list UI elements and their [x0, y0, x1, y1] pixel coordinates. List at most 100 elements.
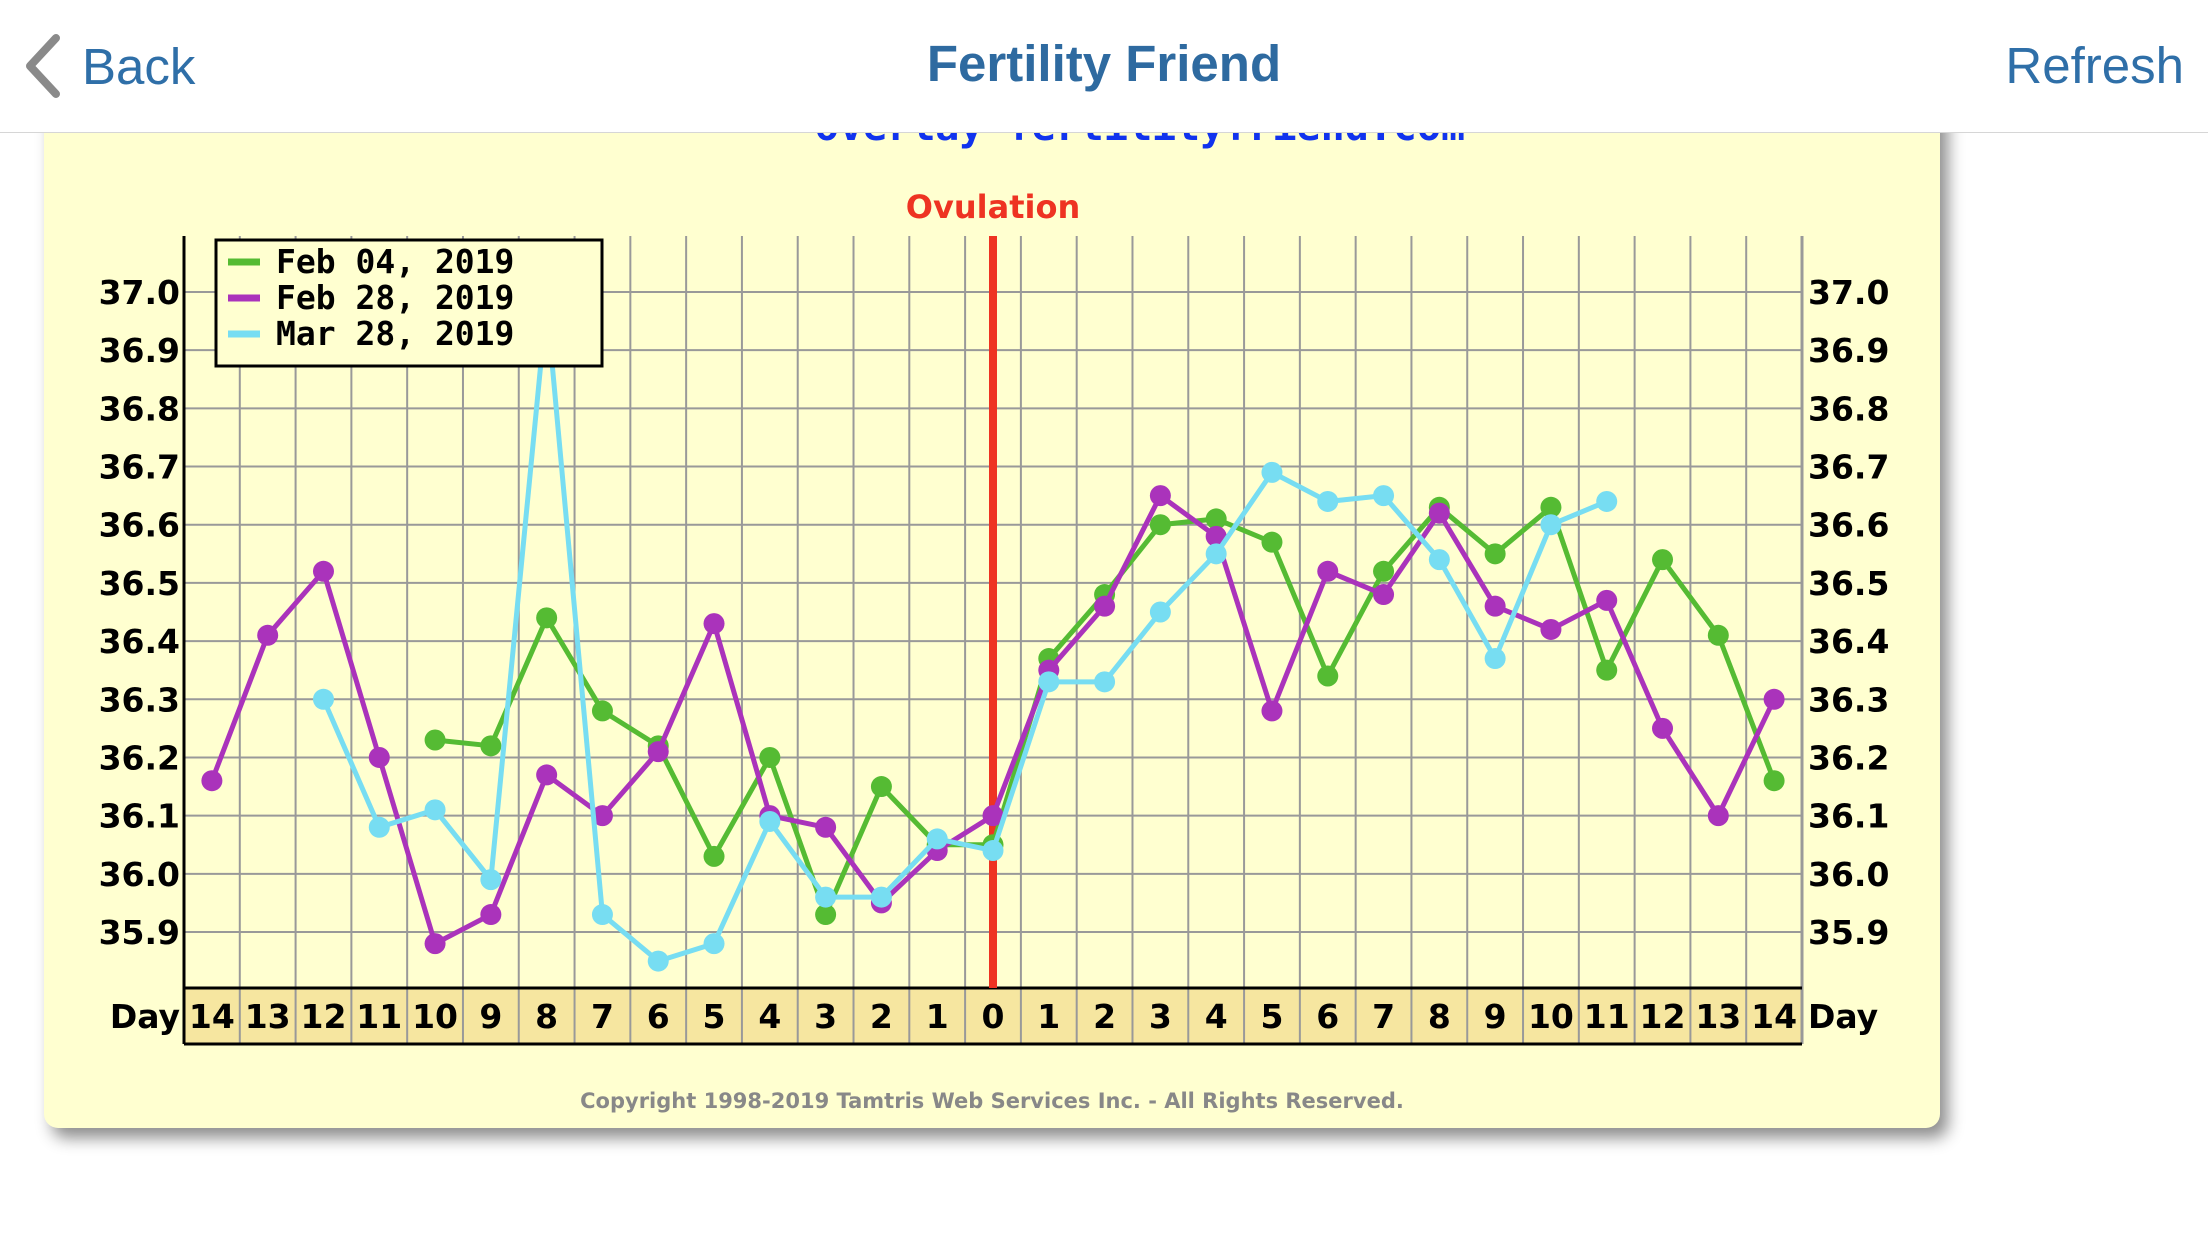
y-tick-label-right: 35.9 — [1808, 913, 1889, 952]
series-3-point — [1317, 490, 1339, 512]
back-button[interactable]: Back — [22, 30, 195, 102]
series-1-point — [1149, 514, 1171, 536]
series-1-point — [1317, 665, 1339, 687]
page-title: Fertility Friend — [926, 35, 1282, 92]
x-tick-label: 2 — [870, 997, 893, 1036]
x-tick-label: 14 — [1751, 997, 1797, 1036]
y-tick-label-right: 36.5 — [1808, 564, 1889, 603]
y-tick-label-right: 36.4 — [1808, 622, 1889, 661]
series-1-point — [480, 735, 502, 757]
series-2-point — [1149, 485, 1171, 507]
series-1-point — [815, 904, 837, 926]
x-tick-label: 6 — [647, 997, 670, 1036]
series-2-point — [1596, 589, 1618, 611]
series-3-point — [1428, 549, 1450, 571]
y-tick-label-right: 36.7 — [1808, 448, 1889, 487]
series-3-point — [368, 816, 390, 838]
series-2-point — [1540, 618, 1562, 640]
series-2-point — [480, 904, 502, 926]
series-1-point — [870, 776, 892, 798]
series-3-point — [312, 688, 334, 710]
y-tick-label-right: 36.3 — [1808, 680, 1889, 719]
y-tick-label-right: 36.9 — [1808, 331, 1889, 370]
y-tick-label-left: 37.0 — [99, 273, 180, 312]
series-3-point — [1261, 461, 1283, 483]
series-2-point — [815, 816, 837, 838]
x-tick-label: 3 — [814, 997, 837, 1036]
series-3-point — [424, 799, 446, 821]
day-label-right: Day — [1808, 997, 1878, 1036]
day-label-left: Day — [110, 997, 180, 1036]
series-2-point — [536, 764, 558, 786]
series-1-point — [1707, 624, 1729, 646]
series-1-point — [703, 845, 725, 867]
series-1-point — [424, 729, 446, 751]
y-tick-label-right: 37.0 — [1808, 273, 1889, 312]
series-2-point — [1094, 595, 1116, 617]
series-2-point — [1261, 700, 1283, 722]
x-tick-label: 4 — [758, 997, 781, 1036]
series-3-point — [1484, 648, 1506, 670]
y-tick-label-right: 36.6 — [1808, 506, 1889, 545]
series-1-point — [759, 746, 781, 768]
series-2-point — [1205, 525, 1227, 547]
x-tick-label: 12 — [1640, 997, 1686, 1036]
series-3-point — [647, 950, 669, 972]
series-2-point — [1763, 688, 1785, 710]
y-tick-label-right: 36.0 — [1808, 855, 1889, 894]
series-2-point — [368, 746, 390, 768]
back-label: Back — [82, 37, 196, 95]
series-3-point — [1540, 514, 1562, 536]
x-tick-label: 2 — [1093, 997, 1116, 1036]
x-tick-label: 12 — [301, 997, 347, 1036]
series-2-point — [312, 560, 334, 582]
series-3-point — [1373, 485, 1395, 507]
x-tick-label: 4 — [1205, 997, 1228, 1036]
y-tick-label-left: 36.8 — [99, 389, 180, 428]
series-1-line — [434, 504, 1777, 918]
series-3-point — [1596, 490, 1618, 512]
x-tick-label: 1 — [926, 997, 949, 1036]
series-3-line — [321, 301, 1608, 964]
series-1-point — [1652, 549, 1674, 571]
y-tick-label-right: 36.2 — [1808, 738, 1889, 777]
series-3-point — [815, 886, 837, 908]
x-tick-label: 13 — [245, 997, 291, 1036]
chart-card: overlay fertilityfriend.comOvulation37.0… — [44, 40, 1940, 1128]
refresh-button[interactable]: Refresh — [2005, 37, 2184, 94]
y-tick-label-left: 36.2 — [99, 738, 180, 777]
legend-entry: Feb 28, 2019 — [276, 278, 514, 317]
x-tick-label: 0 — [982, 997, 1005, 1036]
series-1-point — [1205, 508, 1227, 530]
series-3-point — [870, 886, 892, 908]
series-2-point — [647, 741, 669, 763]
x-tick-label: 7 — [1372, 997, 1395, 1036]
series-1-point — [1484, 543, 1506, 565]
y-tick-label-left: 36.1 — [99, 797, 180, 836]
x-tick-label: 8 — [1428, 997, 1451, 1036]
series-2-point — [1428, 502, 1450, 524]
series-3-point — [703, 933, 725, 955]
series-2-point — [1317, 560, 1339, 582]
series-2-point — [1707, 805, 1729, 827]
series-1-point — [1373, 560, 1395, 582]
x-tick-label: 10 — [412, 997, 458, 1036]
y-tick-label-left: 36.9 — [99, 331, 180, 370]
series-1-point — [1540, 496, 1562, 518]
y-tick-label-left: 36.4 — [99, 622, 180, 661]
series-2-point — [201, 770, 223, 792]
legend-entry: Mar 28, 2019 — [276, 314, 514, 353]
x-tick-label: 3 — [1149, 997, 1172, 1036]
navigation-bar: Back Fertility Friend Refresh — [0, 0, 2208, 133]
x-tick-label: 11 — [356, 997, 402, 1036]
series-1-point — [536, 607, 558, 629]
x-tick-label: 14 — [189, 997, 235, 1036]
day-row-background — [184, 988, 1802, 1044]
series-2-point — [1484, 595, 1506, 617]
x-tick-label: 9 — [1484, 997, 1507, 1036]
x-tick-label: 11 — [1584, 997, 1630, 1036]
y-tick-label-left: 36.7 — [99, 448, 180, 487]
series-3-point — [759, 810, 781, 832]
series-3-point — [1205, 543, 1227, 565]
series-2-point — [703, 613, 725, 635]
